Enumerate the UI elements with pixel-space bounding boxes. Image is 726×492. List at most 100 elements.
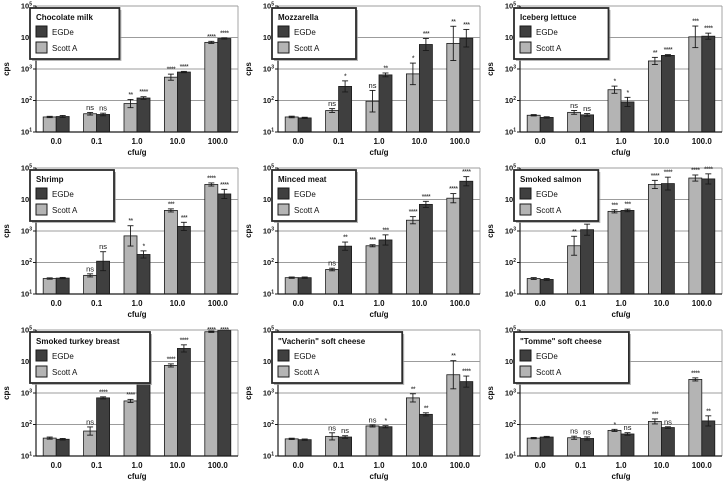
error-bar — [329, 267, 336, 272]
legend-title: Iceberg lettuce — [520, 13, 577, 22]
legend-item-scott-a: Scott A — [35, 203, 78, 216]
error-bar — [584, 436, 591, 441]
bar-egde — [378, 74, 393, 133]
bar-egde — [539, 117, 554, 133]
bar-scott-a — [526, 278, 541, 295]
legend-title: Shrimp — [36, 175, 64, 184]
x-tick-label: 1.0 — [373, 137, 385, 146]
legend-label: EGDe — [294, 352, 316, 361]
x-tick-label: 10.0 — [412, 461, 428, 470]
error-bar — [543, 278, 550, 281]
bar-scott-a — [526, 114, 541, 133]
error-bar — [422, 200, 429, 208]
error-bar — [87, 273, 94, 278]
error-bar — [87, 111, 94, 116]
bar-egde — [459, 180, 474, 295]
y-tick-label: 105 — [505, 326, 516, 335]
sig-label: ns — [86, 417, 94, 426]
error-bar — [342, 241, 349, 251]
sig-label: **** — [139, 89, 148, 96]
sig-label: **** — [99, 389, 108, 396]
bar-scott-a — [526, 437, 541, 457]
bar-egde — [217, 38, 232, 133]
bar-egde — [297, 277, 312, 295]
axis-x-label: cfu/g — [611, 310, 630, 319]
error-bar — [167, 363, 174, 368]
error-bar — [140, 250, 147, 259]
error-bar — [571, 435, 578, 440]
error-bar — [167, 208, 174, 213]
sig-label: **** — [207, 327, 216, 334]
error-bar — [46, 115, 53, 119]
sig-label: ns — [664, 417, 672, 426]
bar-egde — [338, 245, 352, 295]
sig-label: *** — [181, 215, 188, 222]
bar-scott-a — [647, 184, 662, 295]
sig-label: **** — [220, 327, 229, 334]
bar-egde — [539, 436, 554, 457]
x-tick-label: 1.0 — [373, 299, 385, 308]
sig-label: * — [626, 90, 629, 97]
sig-label: ** — [424, 405, 429, 412]
error-bar — [571, 110, 578, 115]
bar-scott-a — [42, 437, 57, 457]
bar-egde — [96, 397, 110, 457]
error-bar — [584, 223, 591, 236]
x-tick-label: 0.1 — [333, 137, 345, 146]
legend-label: Scott A — [52, 206, 78, 215]
error-bar — [422, 38, 429, 51]
x-tick-label: 10.0 — [654, 137, 670, 146]
x-tick-label: 10.0 — [412, 137, 428, 146]
axis-y-label: cps — [486, 62, 495, 76]
bar-scott-a — [204, 331, 219, 457]
x-tick-label: 100.0 — [692, 461, 713, 470]
sig-label: ns — [369, 415, 377, 424]
sig-label: *** — [624, 202, 631, 209]
x-tick-label: 0.0 — [51, 461, 63, 470]
y-tick-label: 105 — [21, 164, 32, 173]
legend-item-scott-a: Scott A — [519, 41, 562, 54]
error-bar — [382, 425, 389, 429]
bar-egde — [418, 44, 433, 133]
legend-swatch-scott-a — [519, 365, 532, 378]
sig-label: **** — [167, 67, 176, 74]
sig-label: *** — [369, 237, 376, 244]
error-bar — [705, 415, 712, 427]
sig-label: ns — [86, 103, 94, 112]
bar-egde — [55, 438, 70, 457]
x-tick-label: 0.0 — [535, 461, 547, 470]
sig-label: **** — [167, 356, 176, 363]
error-bar — [127, 225, 134, 247]
error-bar — [664, 54, 671, 57]
axis-y-label: cps — [486, 224, 495, 238]
x-tick-label: 0.1 — [333, 299, 345, 308]
legend-label: Scott A — [294, 44, 320, 53]
legend-swatch-egde — [277, 25, 290, 38]
error-bar — [288, 437, 295, 440]
sig-label: ns — [99, 104, 107, 113]
bar-egde — [176, 225, 191, 295]
x-tick-label: 10.0 — [654, 461, 670, 470]
legend-label: Scott A — [536, 368, 562, 377]
error-bar — [221, 37, 228, 40]
bar-egde — [217, 193, 232, 295]
error-bar — [46, 277, 53, 280]
x-tick-label: 0.1 — [91, 137, 103, 146]
error-bar — [301, 276, 308, 279]
legend-item-egde: EGDe — [519, 187, 558, 200]
y-tick-label: 102 — [263, 96, 274, 105]
error-bar — [59, 115, 66, 119]
y-tick-label: 103 — [263, 389, 274, 398]
sig-label: **** — [651, 173, 660, 180]
axis-x-label: cfu/g — [369, 310, 388, 319]
x-tick-label: 100.0 — [450, 461, 471, 470]
bar-egde — [176, 71, 191, 133]
y-tick-label: 102 — [21, 420, 32, 429]
y-tick-label: 103 — [263, 65, 274, 74]
error-bar — [692, 174, 699, 182]
error-bar — [59, 276, 66, 280]
bar-scott-a — [204, 41, 219, 133]
error-bar — [100, 396, 107, 400]
legend-title: "Vacherin" soft cheese — [278, 337, 366, 346]
